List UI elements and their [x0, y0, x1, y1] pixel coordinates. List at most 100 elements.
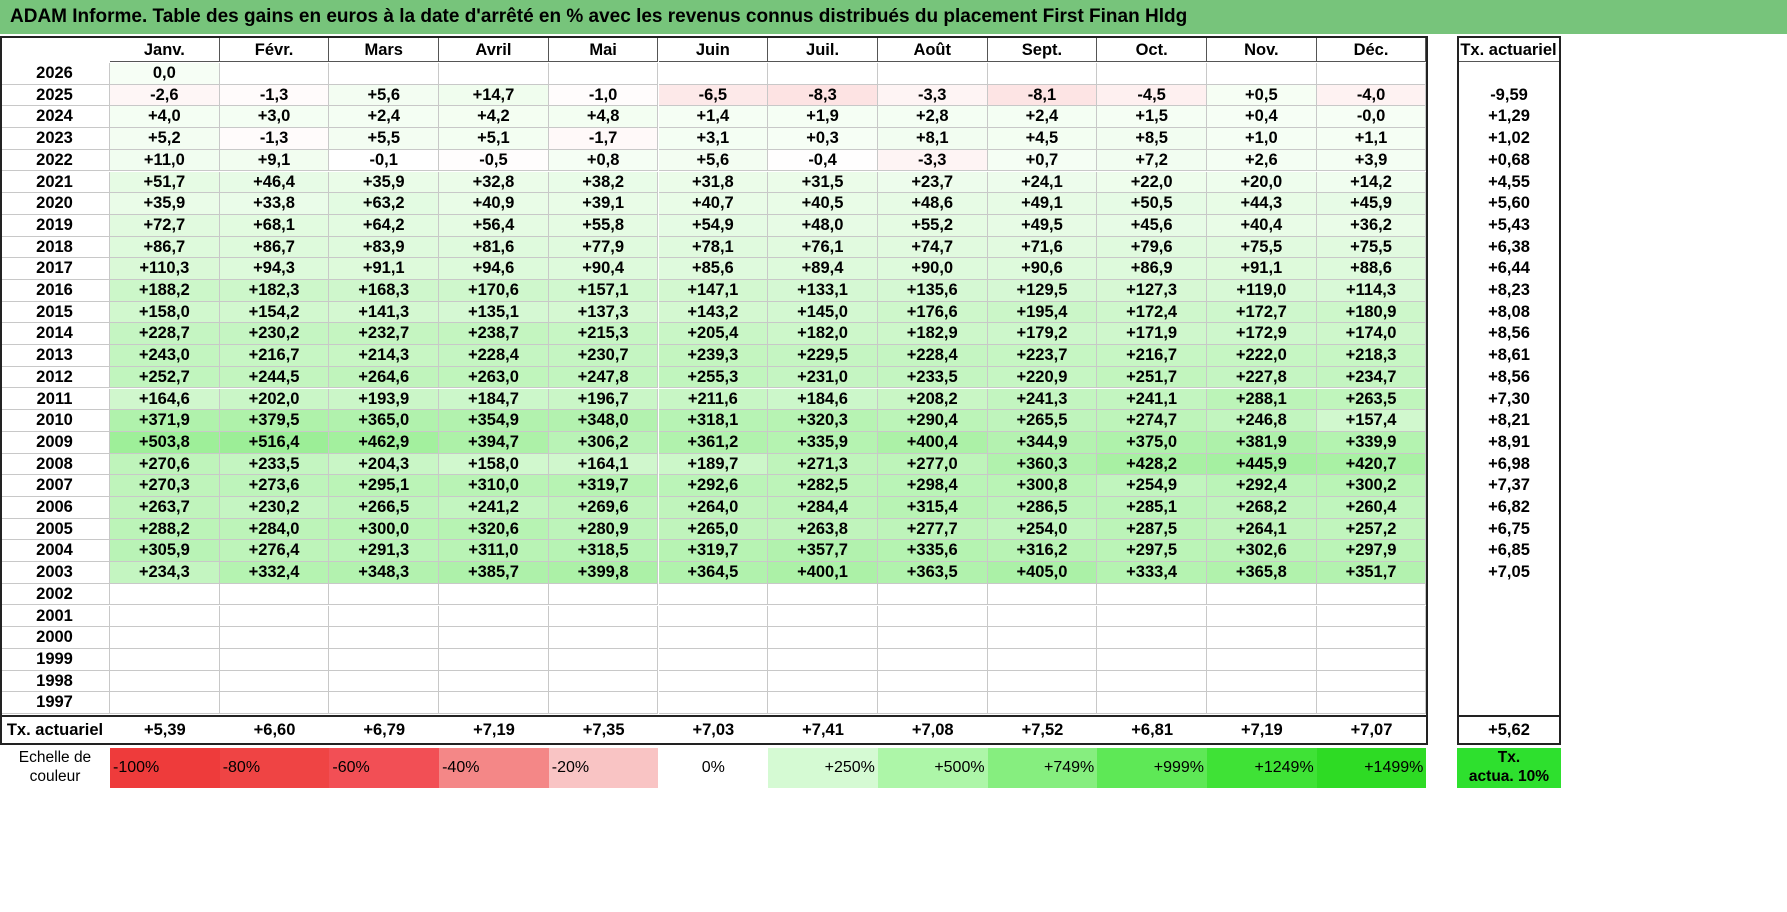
- table-cell: +263,7: [110, 497, 220, 519]
- table-cell: +184,6: [768, 388, 878, 411]
- table-cell: [658, 648, 769, 671]
- table-cell: +168,3: [329, 280, 440, 302]
- table-cell: +241,2: [439, 497, 549, 519]
- rate-cell: +8,08: [1488, 302, 1530, 321]
- table-cell: +292,4: [1207, 475, 1317, 497]
- table-cell: +39,1: [548, 193, 659, 215]
- year-label: 2004: [0, 540, 110, 563]
- table-cell: +38,2: [548, 171, 659, 194]
- table-cell: [658, 583, 769, 606]
- table-cell: -4,5: [1097, 84, 1207, 107]
- table-cell: +91,1: [1207, 258, 1317, 280]
- table-cell: -3,3: [877, 84, 988, 107]
- table-cell: +4,2: [439, 106, 549, 129]
- table-cell: [1207, 670, 1317, 693]
- table-cell: +172,9: [1207, 323, 1317, 346]
- table-cell: +137,3: [548, 301, 659, 324]
- table-cell: -8,1: [987, 84, 1098, 107]
- table-cell: +318,1: [658, 410, 769, 432]
- table-cell: +286,5: [987, 497, 1098, 519]
- table-cell: +5,6: [658, 149, 769, 172]
- table-cell: +174,0: [1316, 323, 1427, 346]
- table-cell: +143,2: [658, 301, 769, 324]
- table-cell: [1316, 63, 1427, 85]
- table-cell: [987, 670, 1098, 693]
- scale-swatch: +1499%: [1316, 748, 1427, 788]
- table-cell: +91,1: [329, 258, 440, 280]
- table-cell: [658, 670, 769, 693]
- table-cell: +394,7: [439, 431, 549, 454]
- table-cell: +154,2: [219, 301, 330, 324]
- table-cell: +251,7: [1097, 366, 1207, 389]
- table-cell: +266,5: [329, 497, 440, 519]
- table-cell: [439, 670, 549, 693]
- table-cell: [987, 583, 1098, 606]
- table-cell: +135,1: [439, 301, 549, 324]
- year-label: 2012: [0, 366, 110, 389]
- summary-cell: +7,41: [802, 721, 844, 739]
- table-cell: [1097, 648, 1207, 671]
- rate-cell: [1457, 63, 1561, 85]
- month-header: Déc.: [1316, 36, 1427, 62]
- table-cell: +196,7: [548, 388, 659, 411]
- table-cell: +233,5: [877, 366, 988, 389]
- month-header: Mars: [329, 36, 440, 62]
- table-cell: +315,4: [877, 497, 988, 519]
- table-cell: [439, 63, 549, 85]
- year-label: 2003: [0, 562, 110, 584]
- table-cell: +223,7: [987, 345, 1098, 367]
- table-cell: +231,0: [768, 366, 878, 389]
- scale-rate-line2: actua. 10%: [1468, 768, 1550, 785]
- table-cell: +86,7: [219, 236, 330, 259]
- table-cell: +228,7: [110, 323, 220, 346]
- table-cell: +332,4: [219, 562, 330, 584]
- table-cell: +4,5: [987, 128, 1098, 150]
- table-cell: +229,5: [768, 345, 878, 367]
- year-label: 1998: [0, 670, 110, 693]
- table-cell: [329, 605, 440, 628]
- table-cell: +145,0: [768, 301, 878, 324]
- table-cell: +247,8: [548, 366, 659, 389]
- table-cell: +202,0: [219, 388, 330, 411]
- month-header: Juil.: [768, 36, 878, 62]
- table-cell: +172,7: [1207, 301, 1317, 324]
- year-label: 2021: [0, 171, 110, 194]
- table-cell: +170,6: [439, 280, 549, 302]
- table-cell: +348,0: [548, 410, 659, 432]
- month-header: Sept.: [987, 36, 1098, 62]
- scale-swatch: +999%: [1097, 748, 1207, 788]
- table-cell: +88,6: [1316, 258, 1427, 280]
- table-cell: +300,8: [987, 475, 1098, 497]
- year-label: 2026: [0, 63, 110, 85]
- table-cell: +257,2: [1316, 518, 1427, 541]
- table-cell: +365,8: [1207, 562, 1317, 584]
- table-cell: +445,9: [1207, 453, 1317, 476]
- summary-cell: +7,03: [692, 721, 735, 739]
- year-label: 2015: [0, 301, 110, 324]
- table-cell: -2,6: [110, 84, 220, 107]
- table-cell: +400,4: [877, 431, 988, 454]
- table-cell: +282,5: [768, 475, 878, 497]
- table-cell: +252,7: [110, 366, 220, 389]
- table-cell: +5,2: [110, 128, 220, 150]
- scale-swatch: -40%: [439, 748, 549, 788]
- rate-cell: +8,56: [1488, 367, 1530, 386]
- table-cell: -8,3: [768, 84, 878, 107]
- table-cell: +310,0: [439, 475, 549, 497]
- table-cell: +20,0: [1207, 171, 1317, 194]
- rate-cell: +1,02: [1488, 129, 1530, 148]
- month-header: Nov.: [1207, 36, 1317, 62]
- table-cell: [768, 605, 878, 628]
- table-cell: -1,3: [219, 84, 330, 107]
- table-cell: +306,2: [548, 431, 659, 454]
- table-cell: +297,9: [1316, 540, 1427, 563]
- table-cell: +243,0: [110, 345, 220, 367]
- table-cell: +354,9: [439, 410, 549, 432]
- table-cell: [658, 605, 769, 628]
- table-cell: [548, 627, 659, 649]
- year-label: 2001: [0, 605, 110, 628]
- table-cell: +297,5: [1097, 540, 1207, 563]
- table-cell: [1207, 627, 1317, 649]
- table-cell: +5,5: [329, 128, 440, 150]
- year-label: 2017: [0, 258, 110, 280]
